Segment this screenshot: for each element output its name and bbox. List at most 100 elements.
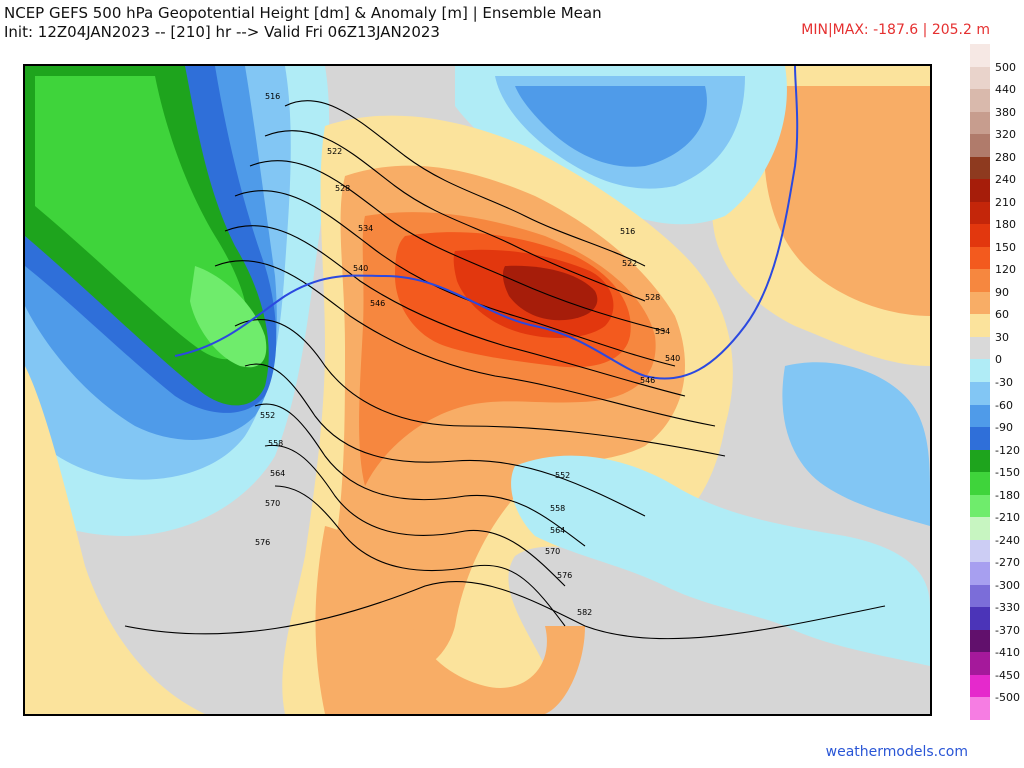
contour-label: 570 [265,499,280,508]
colorbar-swatch [970,269,990,292]
contour-label: 582 [577,608,592,617]
contour-label: 564 [270,469,285,478]
anomaly-negative-north-deep [515,86,707,167]
contour-label: 552 [555,471,570,480]
colorbar-label: 240 [995,173,1016,187]
colorbar-swatch [970,111,990,135]
height-contour [254,403,586,547]
contour-label: 534 [358,224,373,233]
contour-label: 576 [557,571,572,580]
map-panel: 516 522 528 534 540 546 552 558 564 570 … [23,64,932,716]
contour-label: 540 [665,354,680,363]
colorbar-label: 320 [995,128,1016,142]
colorbar-label: 440 [995,83,1016,97]
contour-label: 516 [265,92,280,101]
contour-540-highlight [174,66,799,380]
contour-label: 534 [655,327,670,336]
credit-text: weathermodels.com [825,744,968,760]
height-contour [214,260,716,427]
height-contours [124,100,886,640]
colorbar-label: -330 [995,601,1020,615]
anomaly-positive-na-max [502,265,598,321]
colorbar-swatch [970,179,990,202]
contour-label: 522 [327,147,342,156]
colorbar-label: 210 [995,195,1016,209]
height-contour [224,225,686,397]
height-contour [249,160,666,332]
colorbar-label: 380 [995,105,1016,119]
colorbar-label: -90 [995,421,1013,435]
colorbar-swatch [970,517,990,540]
colorbar-label: -500 [995,691,1020,705]
colorbar-swatch [970,539,990,563]
anomaly-negative-se [511,455,930,666]
colorbar-label: -30 [995,376,1013,389]
colorbar-swatch [970,427,990,450]
chart-title: NCEP GEFS 500 hPa Geopotential Height [d… [4,4,602,42]
colorbar-swatch [970,404,990,428]
colorbar-swatch [970,336,990,360]
height-contour [234,190,676,367]
contour-label: 558 [268,439,283,448]
height-contour [124,580,886,640]
colorbar-label: 120 [995,263,1016,277]
colorbar-label: -60 [995,398,1013,412]
colorbar-label: 500 [995,60,1016,74]
colorbar-label: 30 [995,330,1009,344]
contour-label: 546 [370,299,385,308]
contour-labels: 516 522 528 534 540 546 552 558 564 570 … [255,92,680,617]
colorbar-label: 280 [995,150,1016,164]
colorbar-swatch [970,224,990,247]
colorbar-swatch [970,156,990,180]
colorbar-label: 150 [995,240,1016,254]
colorbar-swatch [970,359,990,382]
colorbar-label: -210 [995,511,1020,525]
contour-label: 528 [645,293,660,302]
contour-label: 546 [640,376,655,385]
colorbar-swatch [970,449,990,473]
anomaly-positive-pacific-sw [25,366,205,714]
colorbar-swatch [970,652,990,675]
contour-label: 570 [545,547,560,556]
colorbar-swatch [970,89,990,112]
min-max-readout: MIN|MAX: -187.6 | 205.2 m [801,22,990,38]
colorbar-swatch [970,562,990,585]
title-line-2: Init: 12Z04JAN2023 -- [210] hr --> Valid… [4,23,440,41]
height-contour [284,100,646,267]
anomaly-positive-mexico [315,526,585,714]
height-contour [264,130,646,302]
contour-label: 564 [550,526,565,535]
title-line-1: NCEP GEFS 500 hPa Geopotential Height [d… [4,4,602,22]
colorbar-swatch [970,314,990,337]
colorbar-swatch [970,134,990,157]
anomaly-negative-atlantic-e [782,362,930,526]
colorbar-swatch [970,629,990,653]
colorbar-swatch [970,44,990,67]
contour-label: 540 [353,264,368,273]
contour-label: 552 [260,411,275,420]
height-contour [274,485,566,627]
anomaly-positive-atlantic-core [764,86,930,316]
colorbar-label: 90 [995,285,1009,299]
colorbar-swatch [970,494,990,518]
contour-label: 576 [255,538,270,547]
colorbar-label: 180 [995,218,1016,232]
colorbar-label: -240 [995,533,1020,547]
colorbar-swatch [970,607,990,630]
colorbar-label: -270 [995,556,1020,570]
colorbar-label: -300 [995,578,1020,592]
colorbar-label: -180 [995,488,1020,502]
colorbar-swatch [970,472,990,495]
height-contour [264,444,566,587]
colorbar-swatch [970,201,990,225]
colorbar-label: 0 [995,353,1002,367]
colorbar-label: -370 [995,623,1020,637]
colorbar-label: -450 [995,668,1020,682]
colorbar-label: -150 [995,466,1020,480]
colorbar-swatch [970,381,990,405]
colorbar-swatch [970,66,990,90]
anomaly-negative-pacific-core [190,266,267,368]
colorbar-swatch [970,674,990,698]
contour-label: 558 [550,504,565,513]
colorbar-swatch [970,697,990,720]
